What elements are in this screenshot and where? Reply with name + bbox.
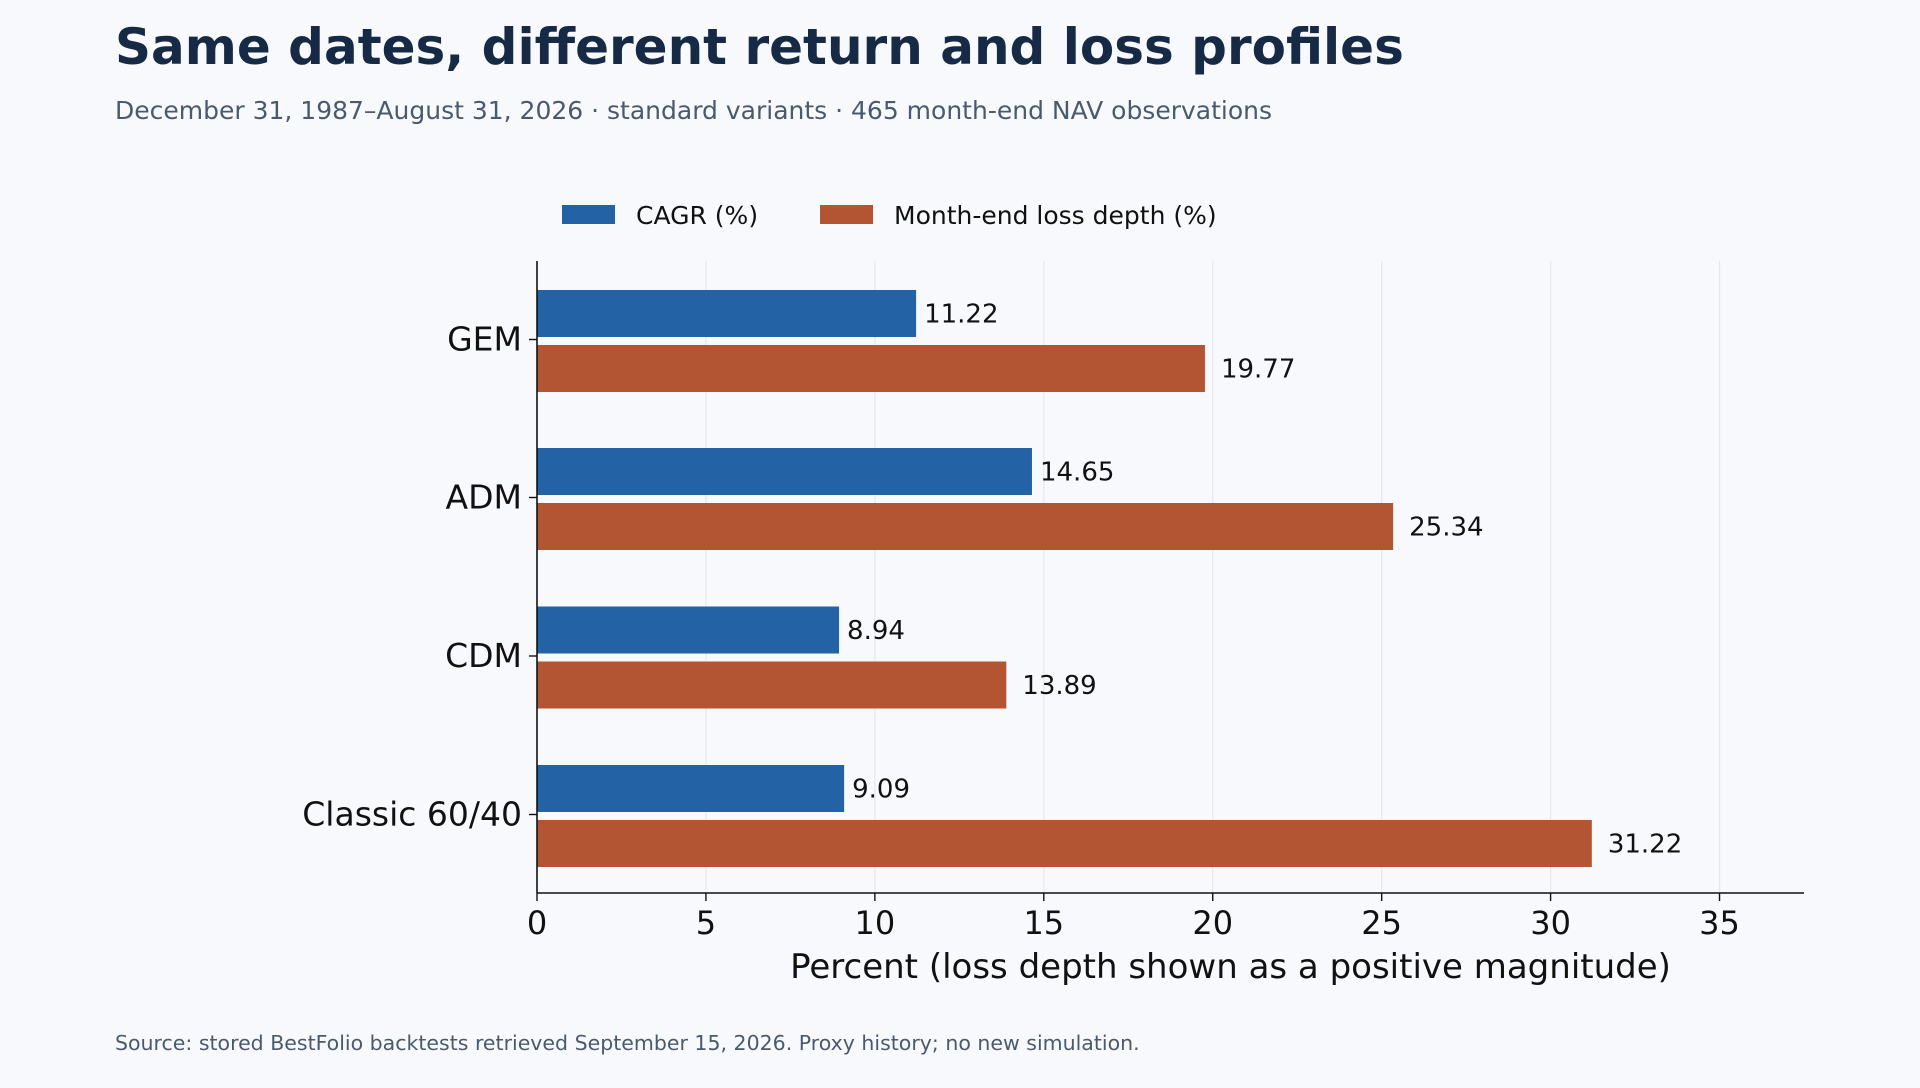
legend-swatch-loss-depth <box>820 205 873 224</box>
bar-loss-depth-gem <box>537 345 1205 392</box>
data-label: 8.94 <box>847 616 905 646</box>
data-label: 25.34 <box>1409 513 1483 543</box>
x-tick-label: 5 <box>696 904 716 942</box>
x-tick-label: 25 <box>1361 904 1402 942</box>
x-tick-label: 35 <box>1699 904 1740 942</box>
legend: CAGR (%) Month-end loss depth (%) <box>562 201 1217 230</box>
bars: 11.22 19.77 14.65 25.34 8.94 13.89 9.09 31.22 <box>537 290 1682 867</box>
data-label: 11.22 <box>924 300 998 330</box>
data-label: 9.09 <box>852 775 910 805</box>
x-tick-label: 15 <box>1023 904 1064 942</box>
axes: 0 5 10 15 20 25 30 35 GEM ADM CDM Classic 60/40 <box>302 261 1804 942</box>
bar-loss-depth-cdm <box>537 661 1007 709</box>
bar-loss-depth-classic-60-40 <box>537 820 1592 867</box>
legend-label-loss-depth: Month-end loss depth (%) <box>894 201 1217 230</box>
bar-cagr-cdm <box>537 606 840 654</box>
bar-cagr-adm <box>537 448 1032 495</box>
chart-title: Same dates, different return and loss pr… <box>115 18 1404 76</box>
data-label: 14.65 <box>1040 458 1114 488</box>
y-tick-label: ADM <box>446 478 522 517</box>
y-tick-label: Classic 60/40 <box>302 795 522 834</box>
legend-swatch-cagr <box>562 205 615 224</box>
y-tick-label: GEM <box>447 320 522 359</box>
bar-cagr-gem <box>537 290 917 337</box>
x-tick-label: 0 <box>527 904 547 942</box>
y-tick-label: CDM <box>445 636 522 675</box>
chart-subtitle: December 31, 1987–August 31, 2026 · stan… <box>115 96 1273 125</box>
bar-cagr-classic-60-40 <box>537 765 845 812</box>
source-note: Source: stored BestFolio backtests retri… <box>115 1031 1140 1055</box>
x-tick-label: 30 <box>1530 904 1571 942</box>
data-label: 31.22 <box>1608 830 1682 860</box>
legend-label-cagr: CAGR (%) <box>636 201 758 230</box>
x-tick-label: 20 <box>1192 904 1233 942</box>
x-tick-label: 10 <box>855 904 896 942</box>
bar-loss-depth-adm <box>537 503 1394 550</box>
x-axis-label: Percent (loss depth shown as a positive … <box>790 947 1671 987</box>
data-label: 13.89 <box>1022 671 1096 701</box>
data-label: 19.77 <box>1221 355 1295 385</box>
